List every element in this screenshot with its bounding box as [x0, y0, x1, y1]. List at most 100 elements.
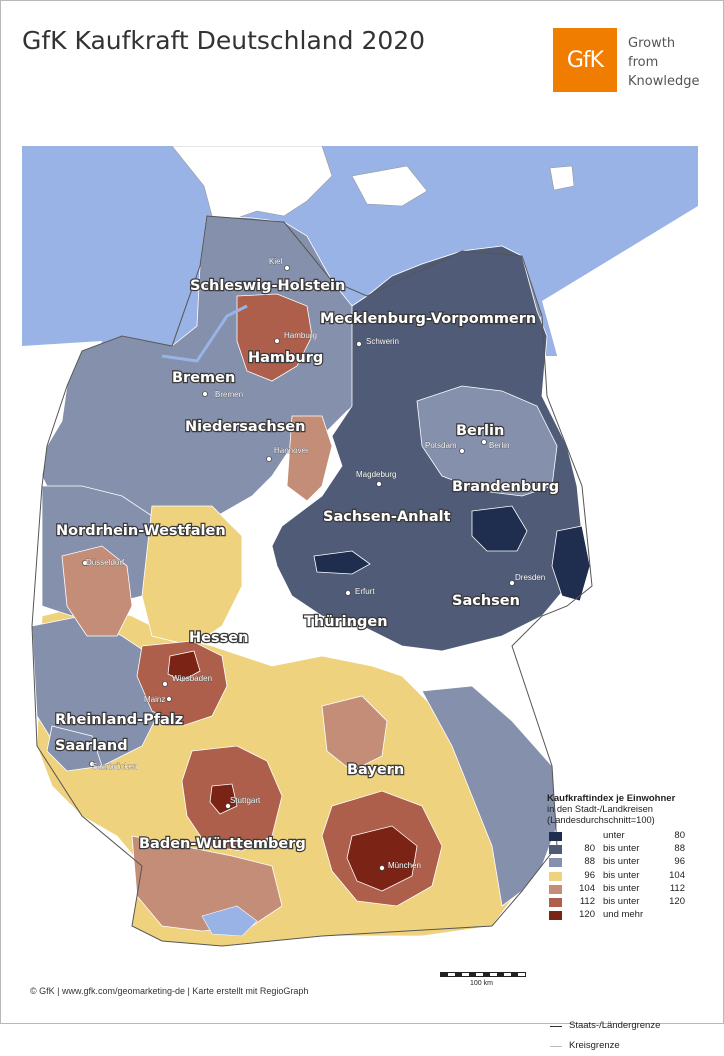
legend-subtitle-2: (Landesdurchschnitt=100) — [547, 815, 655, 825]
legend-from: 112 — [579, 895, 595, 907]
city-label: Schwerin — [366, 337, 399, 346]
city-magdeburg: Magdeburg — [356, 470, 397, 487]
city-berlin: Berlin — [481, 439, 510, 450]
state-label: Nordrhein-Westfalen — [56, 523, 226, 539]
tagline-line-2: from — [628, 55, 659, 70]
state-label: Saarland — [55, 738, 128, 754]
state-label: Brandenburg — [452, 479, 559, 495]
state-label: Hessen — [189, 630, 248, 646]
legend: Kaufkraftindex je Einwohner in den Stadt… — [547, 793, 693, 1056]
city-label: Magdeburg — [356, 470, 396, 479]
north-sea — [22, 146, 212, 376]
legend-row: 88 bis unter 96 — [547, 856, 693, 869]
district-border-swatch — [550, 1046, 562, 1048]
legend-swatch — [549, 858, 562, 868]
hannover-area — [286, 415, 333, 502]
legend-subtitle-1: in den Stadt-/Landkreisen — [547, 804, 653, 814]
city-label: Saarbrücken — [92, 762, 137, 771]
legend-to: 120 — [669, 895, 685, 907]
state-label: Niedersachsen — [185, 419, 305, 435]
scale-bar-label: 100 km — [470, 980, 493, 987]
legend-row: 104 bis unter 112 — [547, 883, 693, 896]
country-border — [31, 215, 593, 947]
legend-op: und mehr — [603, 909, 644, 921]
legend-row: 96 bis unter 104 — [547, 870, 693, 883]
city-wiesbaden: Wiesbaden — [162, 674, 212, 687]
bornholm — [549, 165, 575, 191]
city-dot — [459, 448, 465, 454]
city-kiel: Kiel — [269, 257, 290, 271]
legend-line-label: Kreisgrenze — [569, 1040, 620, 1052]
legend-to: 88 — [674, 843, 685, 855]
legend-line-label: Staats-/Ländergrenze — [569, 1020, 661, 1032]
city-dot — [356, 341, 362, 347]
tagline-line-3: Knowledge — [628, 74, 700, 89]
legend-from: 88 — [584, 856, 595, 868]
city-erfurt: Erfurt — [345, 587, 376, 596]
legend-swatch — [549, 911, 562, 921]
duesseldorf-area — [61, 545, 133, 637]
city-hamburg: Hamburg — [274, 331, 317, 344]
nuernberg-area — [321, 695, 388, 772]
hamburg-area — [236, 293, 313, 382]
legend-title: Kaufkraftindex je Einwohner — [547, 793, 676, 804]
city-bremen: Bremen — [202, 390, 243, 399]
rhein-main-area — [136, 640, 228, 727]
legend-op: bis unter — [603, 843, 640, 855]
city-hannover: Hannover — [266, 446, 309, 462]
scale-bar-graphic — [440, 972, 526, 977]
legend-op: bis unter — [603, 882, 640, 894]
legend-row: 120 und mehr — [547, 909, 693, 922]
legend-swatch — [549, 832, 562, 841]
city-dot — [89, 761, 95, 767]
tagline-line-1: Growth — [628, 36, 676, 51]
legend-to: 104 — [669, 869, 685, 881]
city-dot — [376, 481, 382, 487]
gfk-logo: GfK — [553, 28, 617, 92]
legend-to: 80 — [674, 830, 685, 841]
city-schwerin: Schwerin — [356, 337, 399, 347]
map-title: GfK Kaufkraft Deutschland 2020 — [22, 26, 426, 55]
logo-tagline: Growth from Knowledge — [628, 34, 714, 91]
legend-from: 120 — [579, 909, 595, 921]
city-label: Erfurt — [355, 587, 375, 596]
credits: © GfK | www.gfk.com/geomarketing-de | Ka… — [30, 986, 309, 996]
legend-swatch — [549, 871, 562, 881]
city-dot — [274, 338, 280, 344]
city-label: Potsdam — [425, 441, 457, 450]
city-label: Dresden — [515, 573, 545, 582]
legend-row: 112 bis unter 120 — [547, 896, 693, 909]
legend-from: 96 — [584, 869, 595, 881]
poland-land — [542, 206, 698, 1000]
city-dresden: Dresden — [509, 573, 545, 586]
brandenburg-region — [416, 385, 558, 497]
legend-op: unter — [603, 830, 625, 841]
city-dot — [481, 439, 487, 445]
city-label: Bremen — [215, 390, 243, 399]
city-potsdam: Potsdam — [425, 441, 465, 454]
state-label: Hamburg — [248, 350, 323, 366]
city-label: Wiesbaden — [172, 674, 212, 683]
south-land — [82, 936, 582, 1000]
legend-row: unter 80 — [547, 830, 693, 843]
city-label: Mainz — [144, 695, 165, 704]
muenchen-core — [346, 825, 418, 892]
scale-bar: 100 km — [440, 972, 526, 992]
legend-rows: unter 80 80 bis unter 88 88 bis unter 96 96 bis u… — [547, 830, 693, 922]
state-label: Mecklenburg-Vorpommern — [320, 311, 536, 327]
legend-op: bis unter — [603, 856, 640, 868]
city-dot — [225, 803, 231, 809]
city-label: Hannover — [274, 446, 309, 455]
bodensee-lake — [201, 905, 258, 937]
legend-line-district-border: Kreisgrenze — [547, 1040, 693, 1056]
city-dot — [345, 590, 351, 596]
legend-to: 112 — [669, 882, 685, 894]
legend-line-state-border: Staats-/Ländergrenze — [547, 1020, 693, 1036]
legend-row: 80 bis unter 88 — [547, 843, 693, 856]
city-muenchen: München — [379, 861, 421, 871]
city-label: Kiel — [269, 257, 283, 266]
hessen-region — [141, 505, 243, 647]
germany-map: Kiel Hamburg Schwerin Bremen Hannover Po… — [22, 146, 698, 1000]
legend-from: 104 — [579, 882, 595, 894]
state-label: Berlin — [456, 423, 504, 439]
